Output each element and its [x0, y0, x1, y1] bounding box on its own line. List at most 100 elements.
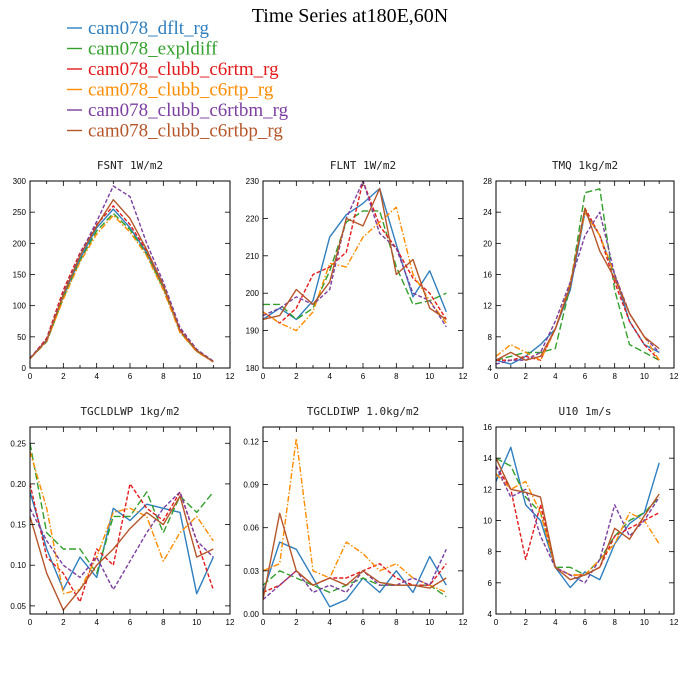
x-tick-label: 0 [261, 372, 266, 381]
y-tick-label: 8 [488, 333, 493, 342]
series-line-cam078_dflt_rg [496, 446, 660, 589]
y-tick-label: 0.10 [10, 561, 26, 570]
legend-label-cam078_dflt_rg: cam078_dflt_rg [88, 18, 210, 39]
series-line-cam078_clubb_c6rtbm_rg [30, 491, 214, 591]
y-tick-label: 0 [22, 364, 27, 373]
x-tick-label: 0 [28, 618, 33, 627]
x-tick-label: 4 [553, 618, 558, 627]
series-line-cam078_clubb_c6rtbp_rg [496, 457, 660, 581]
panel-title: FLNT 1W/m2 [330, 159, 396, 172]
y-tick-label: 0.15 [10, 521, 26, 530]
y-tick-label: 16 [483, 423, 492, 432]
plot-frame [262, 180, 464, 369]
series-line-cam078_clubb_c6rtbm_rg [30, 185, 214, 362]
x-tick-label: 10 [192, 618, 201, 627]
legend-label-cam078_clubb_c6rtm_rg: cam078_clubb_c6rtm_rg [88, 59, 279, 80]
x-tick-label: 10 [425, 372, 434, 381]
chart-panel-6: U10 1m/s 0 2 4 6 8 10 12 4 6 8 10 12 14 16 [483, 405, 679, 627]
panel-title: U10 1m/s [559, 405, 612, 418]
x-tick-label: 0 [494, 618, 499, 627]
x-tick-label: 2 [523, 372, 528, 381]
legend-label-cam078_clubb_c6rtbm_rg: cam078_clubb_c6rtbm_rg [88, 100, 289, 121]
x-tick-label: 12 [459, 372, 468, 381]
y-tick-label: 4 [488, 364, 493, 373]
x-tick-label: 4 [94, 618, 99, 627]
x-tick-label: 10 [640, 372, 649, 381]
x-tick-label: 12 [226, 618, 235, 627]
x-tick-label: 12 [226, 372, 235, 381]
x-tick-label: 4 [94, 372, 99, 381]
y-tick-label: 150 [13, 271, 27, 280]
y-tick-label: 210 [246, 252, 260, 261]
y-tick-label: 180 [246, 364, 260, 373]
x-tick-label: 12 [670, 372, 679, 381]
series-line-cam078_dflt_rg [263, 541, 447, 608]
y-tick-label: 200 [13, 239, 27, 248]
x-tick-label: 8 [394, 618, 399, 627]
x-tick-label: 0 [494, 372, 499, 381]
y-tick-label: 0.05 [10, 602, 26, 611]
x-tick-label: 4 [553, 372, 558, 381]
y-tick-label: 14 [483, 454, 492, 463]
series-line-cam078_clubb_c6rtp_rg [263, 437, 447, 594]
series-line-cam078_clubb_c6rtbm_rg [496, 465, 660, 584]
panel-title: TGCLDIWP 1.0kg/m2 [307, 405, 420, 418]
series-line-cam078_clubb_c6rtbm_rg [263, 549, 447, 601]
series-line-cam078_clubb_c6rtm_rg [496, 465, 660, 576]
series-line-cam078_clubb_c6rtbp_rg [496, 207, 660, 361]
y-tick-label: 16 [483, 271, 492, 280]
chart-panel-1: FSNT 1W/m2 0 2 4 6 8 10 12 0 50 100 150 200 250 300 [13, 159, 235, 381]
x-tick-label: 2 [61, 618, 66, 627]
series-line-cam078_clubb_c6rtm_rg [496, 207, 660, 361]
series-line-cam078_clubb_c6rtbp_rg [263, 187, 447, 321]
y-tick-label: 230 [246, 177, 260, 186]
y-tick-label: 100 [13, 302, 27, 311]
series-line-cam078_expldiff [496, 457, 660, 576]
series-line-cam078_clubb_c6rtbp_rg [263, 512, 447, 600]
series-line-cam078_clubb_c6rtp_rg [263, 206, 447, 332]
series-line-cam078_clubb_c6rtbm_rg [263, 181, 447, 328]
y-tick-label: 250 [13, 208, 27, 217]
y-tick-label: 0.12 [243, 437, 259, 446]
series-line-cam078_clubb_c6rtp_rg [496, 473, 660, 576]
y-tick-label: 12 [483, 485, 492, 494]
x-tick-label: 0 [261, 618, 266, 627]
y-tick-label: 200 [246, 289, 260, 298]
x-tick-label: 6 [128, 372, 133, 381]
chart-panel-4: TGCLDLWP 1kg/m2 0 2 4 6 8 10 12 0.05 0.10 0.15 0.20… [10, 405, 235, 627]
chart-panels: FSNT 1W/m20 2 4 6 8 10 12050100150200250300FLN… [10, 159, 679, 627]
x-tick-label: 8 [612, 618, 617, 627]
y-tick-label: 0.03 [243, 567, 259, 576]
panel-title: TGCLDLWP 1kg/m2 [80, 405, 179, 418]
x-tick-label: 2 [294, 372, 299, 381]
x-tick-label: 12 [670, 618, 679, 627]
y-tick-label: 220 [246, 214, 260, 223]
legend: cam078_dflt_rgcam078_expldiffcam078_club… [67, 18, 289, 142]
x-tick-label: 6 [128, 618, 133, 627]
y-tick-label: 24 [483, 208, 492, 217]
y-tick-label: 4 [488, 610, 493, 619]
y-tick-label: 300 [13, 177, 27, 186]
series-line-cam078_clubb_c6rtp_rg [30, 214, 214, 363]
y-tick-label: 0.25 [10, 439, 26, 448]
x-tick-label: 10 [192, 372, 201, 381]
plot-frame [29, 180, 231, 369]
x-tick-label: 12 [459, 618, 468, 627]
legend-label-cam078_expldiff: cam078_expldiff [88, 39, 218, 60]
y-tick-label: 190 [246, 327, 260, 336]
series-line-cam078_expldiff [263, 210, 447, 321]
series-line-cam078_clubb_c6rtp_rg [496, 211, 660, 361]
x-tick-label: 4 [327, 372, 332, 381]
y-tick-label: 20 [483, 239, 492, 248]
x-tick-label: 8 [394, 372, 399, 381]
x-tick-label: 2 [61, 372, 66, 381]
x-tick-label: 8 [612, 372, 617, 381]
x-tick-label: 6 [583, 372, 588, 381]
x-tick-label: 2 [294, 618, 299, 627]
legend-label-cam078_clubb_c6rtp_rg: cam078_clubb_c6rtp_rg [88, 80, 274, 101]
x-tick-label: 6 [361, 618, 366, 627]
y-tick-label: 10 [483, 517, 492, 526]
y-tick-label: 12 [483, 302, 492, 311]
